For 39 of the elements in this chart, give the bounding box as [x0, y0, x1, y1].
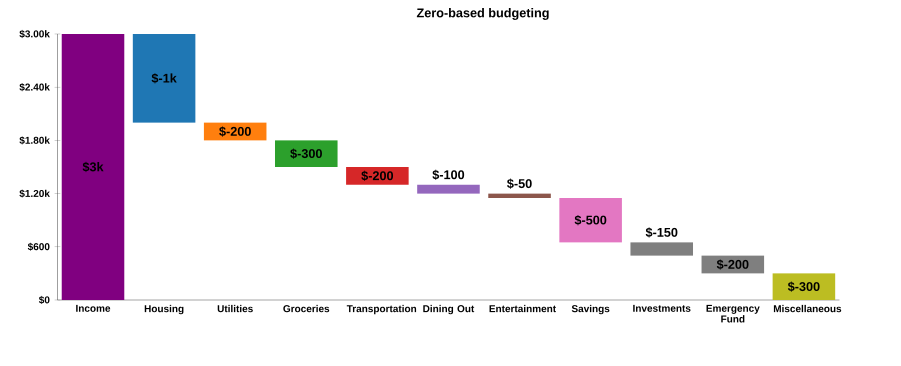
x-tick-label: Entertainment	[490, 304, 556, 312]
x-tick-label: Transportation	[346, 304, 416, 314]
data-label: $-500	[574, 215, 606, 226]
y-tick-label: $1.80k	[19, 136, 50, 144]
bar	[772, 273, 836, 300]
data-label: $-300	[788, 282, 820, 292]
x-tick-label: Groceries	[283, 304, 330, 312]
data-label: $-200	[716, 259, 748, 270]
bar	[62, 34, 124, 300]
y-tick-label: $2.40k	[19, 83, 50, 92]
x-tick-label: Savings	[572, 304, 610, 314]
data-label: $-50	[507, 178, 532, 189]
x-tick-label: Investments	[633, 304, 690, 312]
data-label: $-1k	[152, 73, 177, 84]
data-label: $-200	[361, 170, 394, 182]
bar	[275, 140, 338, 167]
bar	[132, 34, 196, 123]
data-label: $-100	[432, 170, 464, 180]
bar	[630, 242, 694, 256]
chart-title: Zero-based budgeting	[416, 8, 549, 20]
x-tick-label: Miscellaneous	[774, 304, 842, 312]
bar	[559, 198, 622, 242]
x-tick-label: Dining Out	[423, 304, 474, 314]
bar	[702, 256, 764, 274]
data-label: $-150	[646, 227, 678, 238]
data-label: $-200	[219, 126, 251, 137]
x-tick-label: Housing	[144, 304, 184, 314]
bar	[488, 194, 551, 198]
x-tick-label: Emergency Fund	[706, 304, 760, 323]
x-tick-label: Utilities	[218, 304, 253, 312]
data-label: $-300	[290, 148, 322, 159]
x-tick-label: Income	[76, 304, 110, 312]
bar	[204, 122, 266, 140]
y-tick-label: $1.20k	[19, 190, 50, 198]
y-tick-label: $0	[38, 296, 50, 304]
data-label: $3k	[82, 162, 104, 172]
bar	[417, 184, 480, 194]
y-tick-label: $3.00k	[19, 30, 50, 38]
y-tick-label: $600	[28, 242, 50, 251]
